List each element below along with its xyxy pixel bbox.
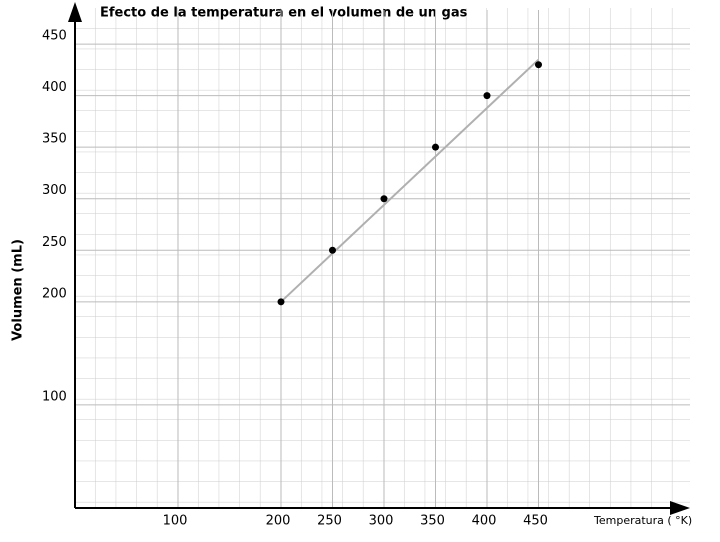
x-tick-label: 250 [317, 514, 342, 529]
y-tick-label: 350 [42, 132, 67, 147]
x-tick-label: 350 [420, 514, 445, 529]
y-axis-label: Volumen (mL) [11, 239, 26, 341]
y-tick-label: 300 [42, 183, 67, 198]
x-axis-arrow [670, 501, 690, 515]
data-point [535, 61, 542, 69]
chart-title: Efecto de la temperatura en el volumen d… [100, 6, 468, 21]
x-tick-label: 450 [523, 514, 548, 529]
y-axis-arrow [68, 2, 82, 22]
data-point [277, 298, 285, 306]
x-tick-label: 200 [266, 514, 291, 529]
y-tick-label: 450 [42, 29, 67, 44]
y-tick-label: 100 [42, 389, 67, 404]
minor-grid [75, 8, 690, 508]
y-tick-label: 250 [42, 235, 67, 250]
x-axis-label: Temperatura ( °K) [593, 514, 692, 527]
y-tick-label: 200 [42, 286, 67, 301]
data-point [432, 143, 439, 151]
trend-line [280, 58, 540, 303]
x-tick-label: 300 [369, 514, 394, 529]
data-point [380, 195, 388, 203]
x-tick-label: 100 [163, 514, 188, 529]
data-point [483, 92, 491, 100]
data-point [329, 246, 336, 254]
x-tick-label: 400 [472, 514, 497, 529]
y-tick-label: 400 [42, 80, 67, 95]
